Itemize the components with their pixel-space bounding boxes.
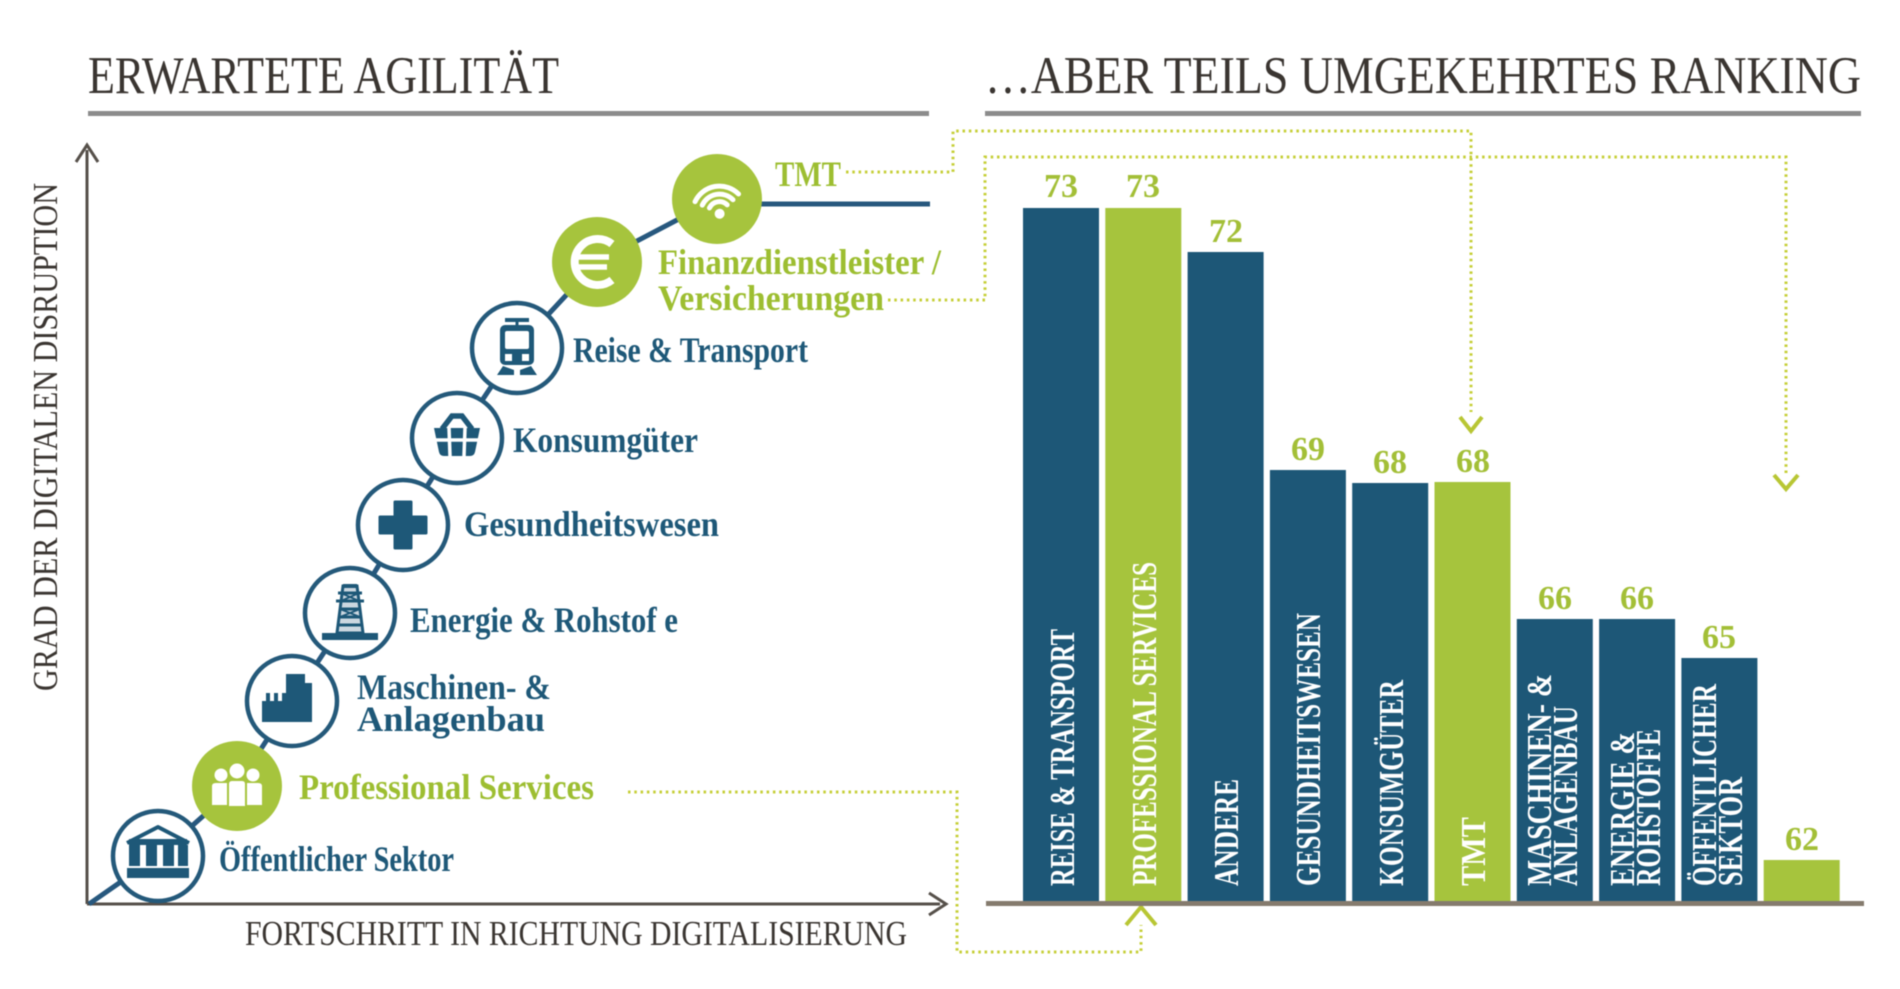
- svg-text:73: 73: [1126, 168, 1160, 205]
- svg-text:GRAD DER DIGITALEN DISRUPTION: GRAD DER DIGITALEN DISRUPTION: [26, 183, 65, 691]
- svg-text:SEKTOR: SEKTOR: [1711, 776, 1750, 886]
- svg-text:PROFESSIONAL SERVICES: PROFESSIONAL SERVICES: [1125, 562, 1164, 886]
- svg-text:66: 66: [1620, 580, 1654, 617]
- svg-text:TMT: TMT: [1454, 817, 1493, 886]
- svg-text:Öffentlicher Sektor: Öffentlicher Sektor: [219, 839, 454, 879]
- svg-text:FORTSCHRITT IN RICHTUNG DIGITA: FORTSCHRITT IN RICHTUNG DIGITALISIERUNG: [245, 914, 907, 953]
- svg-text:Energie & Rohstof e: Energie & Rohstof e: [410, 600, 678, 640]
- svg-text:73: 73: [1044, 168, 1078, 205]
- svg-text:ERWARTETE AGILITÄT: ERWARTETE AGILITÄT: [88, 47, 559, 105]
- svg-text:72: 72: [1209, 213, 1243, 250]
- svg-text:ÖFFENTLICHER: ÖFFENTLICHER: [1685, 683, 1724, 886]
- svg-text:Konsumgüter: Konsumgüter: [513, 420, 698, 460]
- svg-text:TMT: TMT: [775, 154, 841, 194]
- svg-text:62: 62: [1785, 821, 1819, 858]
- svg-text:…ABER TEILS UMGEKEHRTES RANKIN: …ABER TEILS UMGEKEHRTES RANKING: [985, 47, 1861, 105]
- svg-text:Professional Services: Professional Services: [299, 767, 594, 807]
- svg-text:KONSUMGÜTER: KONSUMGÜTER: [1372, 679, 1411, 886]
- svg-text:Anlagenbau: Anlagenbau: [357, 699, 545, 739]
- svg-text:66: 66: [1538, 580, 1572, 617]
- svg-text:GESUNDHEITSWESEN: GESUNDHEITSWESEN: [1289, 613, 1328, 886]
- svg-text:68: 68: [1373, 444, 1407, 481]
- svg-text:REISE & TRANSPORT: REISE & TRANSPORT: [1043, 629, 1082, 886]
- svg-text:69: 69: [1291, 431, 1325, 468]
- svg-text:ENERGIE &: ENERGIE &: [1603, 732, 1642, 886]
- svg-text:Maschinen- &: Maschinen- &: [357, 667, 551, 707]
- svg-text:Versicherungen: Versicherungen: [658, 278, 884, 318]
- svg-text:MASCHINEN- &: MASCHINEN- &: [1520, 674, 1559, 886]
- svg-text:68: 68: [1456, 443, 1490, 480]
- svg-text:ROHSTOFFE: ROHSTOFFE: [1629, 729, 1668, 886]
- svg-text:Gesundheitswesen: Gesundheitswesen: [464, 504, 719, 544]
- svg-text:65: 65: [1702, 619, 1736, 656]
- svg-text:ANLAGENBAU: ANLAGENBAU: [1546, 706, 1585, 886]
- svg-text:Reise & Transport: Reise & Transport: [573, 330, 808, 370]
- svg-text:Finanzdienstleister /: Finanzdienstleister /: [658, 242, 942, 282]
- svg-text:ANDERE: ANDERE: [1207, 779, 1246, 886]
